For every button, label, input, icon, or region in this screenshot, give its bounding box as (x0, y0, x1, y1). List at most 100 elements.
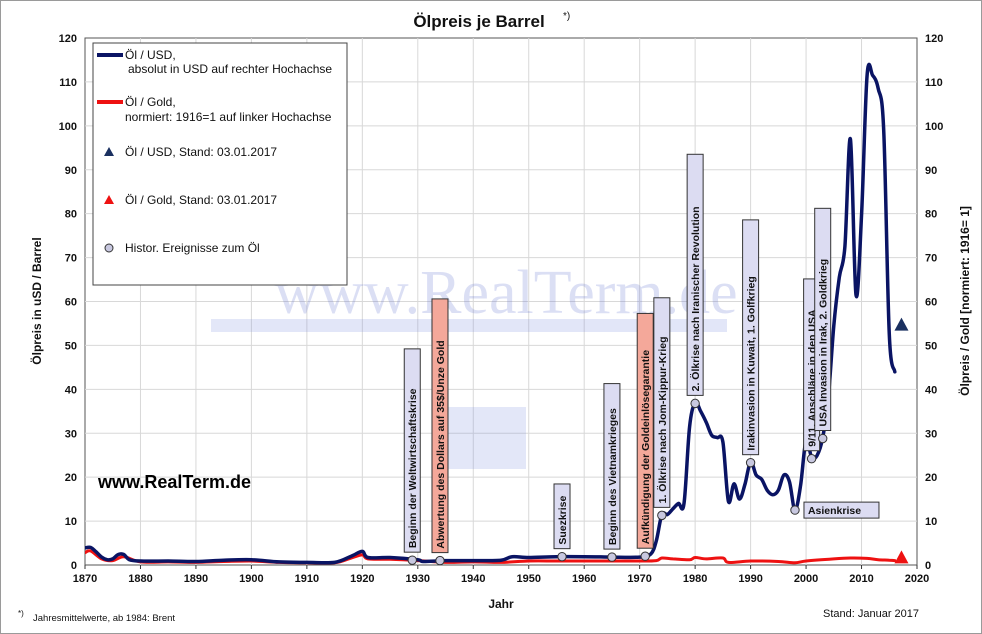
y-left-tick-label: 30 (65, 428, 77, 440)
event-point (407, 555, 417, 565)
event-label-box (636, 312, 654, 549)
y-left-tick-label: 50 (65, 340, 77, 352)
chart-title-footnote-mark: *) (563, 11, 570, 22)
legend-usd-sublabel: absolut in USD auf rechter Hochachse (128, 62, 332, 76)
y-left-tick-label: 70 (65, 253, 77, 265)
y-left-tick-label: 60 (65, 297, 77, 309)
y-left-tick-label: 40 (65, 384, 77, 396)
event-label-box (603, 383, 621, 550)
y-right-tick-label: 20 (925, 472, 937, 484)
x-tick-label: 1930 (406, 573, 430, 585)
y-left-tick-label: 120 (59, 33, 77, 45)
event-label-box (803, 501, 880, 519)
series-layer (85, 62, 897, 565)
x-tick-label: 2000 (794, 573, 818, 585)
y-left-tick-label: 80 (65, 209, 77, 221)
x-tick-label: 1990 (738, 573, 762, 585)
event-point (557, 551, 567, 562)
legend-usd-label: Öl / USD, (125, 48, 176, 62)
legend-usd-marker-label: Öl / USD, Stand: 03.01.2017 (125, 145, 277, 159)
y-left-tick-label: 110 (59, 77, 77, 89)
stand-label: Stand: Januar 2017 (823, 608, 919, 620)
legend-event-label: Histor. Ereignisse zum Öl (125, 241, 260, 255)
event-label: 1. Ölkrise nach Jom-Kippur-Krieg (656, 336, 669, 503)
event-label: 2. Ölkrise nach Iranischer Revolution (689, 206, 702, 391)
legend-gold-label: Öl / Gold, (125, 95, 176, 109)
event-label: Beginn der Weltwirtschaftskrise (407, 388, 419, 548)
legend-usd-marker-icon (104, 147, 114, 156)
event-point (818, 433, 828, 444)
event-point (435, 555, 445, 566)
event-label: USA Invasion in Irak, 2. Goldkrieg (818, 259, 830, 427)
event-label-box (553, 483, 571, 550)
event-label-box (814, 207, 832, 432)
marker-oil-usd-current (894, 317, 909, 331)
markers-layer (894, 317, 909, 564)
legend-box (92, 42, 348, 286)
watermark-bar (211, 319, 727, 332)
event-annotation: Irakinvasion in Kuwait, 1. Golfkrieg (742, 219, 760, 468)
y-right-tick-label: 110 (925, 77, 943, 89)
event-annotation: Aufkündigung der Goldeinlösegarantie (636, 312, 654, 561)
event-label-box (742, 219, 760, 456)
event-label-box (431, 298, 449, 554)
event-label-box (686, 153, 704, 396)
y-left-tick-label: 90 (65, 165, 77, 177)
y-left-tick-label: 10 (65, 516, 77, 528)
event-point (690, 398, 700, 409)
marker-oil-gold-current (894, 550, 909, 564)
events-layer: Beginn der Weltwirtschaftskrise Abwertung… (403, 153, 880, 566)
y-axis-right-title: Ölpreis / Gold [normiert: 1916= 1] (957, 206, 972, 396)
event-label-box (653, 297, 671, 508)
y-left-tick-label: 100 (59, 121, 77, 133)
event-label: Beginn des Vietnamkrieges (607, 408, 619, 545)
event-point (657, 510, 667, 521)
x-axis-title: Jahr (488, 597, 514, 611)
x-tick-label: 1960 (572, 573, 596, 585)
event-annotation: Suezkrise (553, 483, 571, 562)
event-annotation: USA Invasion in Irak, 2. Goldkrieg (814, 207, 832, 444)
y-right-tick-label: 10 (925, 516, 937, 528)
event-point (790, 505, 800, 515)
legend-gold-marker-icon (104, 195, 114, 204)
footnote-mark: *) (18, 609, 24, 618)
event-annotation: Beginn des Vietnamkrieges (603, 383, 621, 562)
y-axis-left-ticks: 0 10 20 30 40 50 60 70 80 90 100 110 120 (59, 33, 77, 572)
chart-title: Ölpreis je Barrel (413, 12, 544, 31)
event-annotation: 1. Ölkrise nach Jom-Kippur-Krieg (653, 297, 671, 521)
x-tick-label: 2020 (905, 573, 929, 585)
event-annotation: 2. Ölkrise nach Iranischer Revolution (686, 153, 704, 409)
footnote: Jahresmittelwerte, ab 1984: Brent (33, 613, 175, 624)
event-point (640, 551, 650, 561)
event-annotation: Abwertung des Dollars auf 35$/Unze Gold (431, 298, 449, 566)
y-left-tick-label: 0 (71, 560, 77, 572)
x-tick-label: 1950 (516, 573, 540, 585)
event-label: Irakinvasion in Kuwait, 1. Golfkrieg (746, 276, 758, 450)
y-right-tick-label: 120 (925, 33, 943, 45)
legend-event-icon (104, 243, 114, 253)
y-right-tick-label: 0 (925, 560, 931, 572)
x-tick-label: 1890 (184, 573, 208, 585)
event-label-box (403, 348, 421, 553)
y-right-tick-label: 60 (925, 297, 937, 309)
x-tick-label: 1980 (683, 573, 707, 585)
x-tick-label: 1970 (627, 573, 651, 585)
y-right-tick-label: 40 (925, 384, 937, 396)
y-axis-right-ticks: 0 10 20 30 40 50 60 70 80 90 100 110 120 (925, 33, 943, 572)
x-tick-label: 1910 (295, 573, 319, 585)
x-tick-label: 1880 (128, 573, 152, 585)
event-point (745, 457, 756, 468)
event-annotation: Beginn der Weltwirtschaftskrise (403, 348, 421, 565)
x-tick-label: 2010 (849, 573, 873, 585)
x-tick-label: 1920 (350, 573, 374, 585)
watermark-block (446, 407, 526, 469)
event-label: Asienkrise (808, 505, 861, 517)
y-axis-left-title: Ölpreis in uSD / Barrel (29, 237, 44, 364)
y-right-tick-label: 50 (925, 340, 937, 352)
event-label: Suezkrise (557, 495, 569, 544)
event-label: Aufkündigung der Goldeinlösegarantie (640, 350, 652, 544)
event-annotation: Asienkrise (790, 501, 880, 519)
event-point (607, 552, 617, 562)
